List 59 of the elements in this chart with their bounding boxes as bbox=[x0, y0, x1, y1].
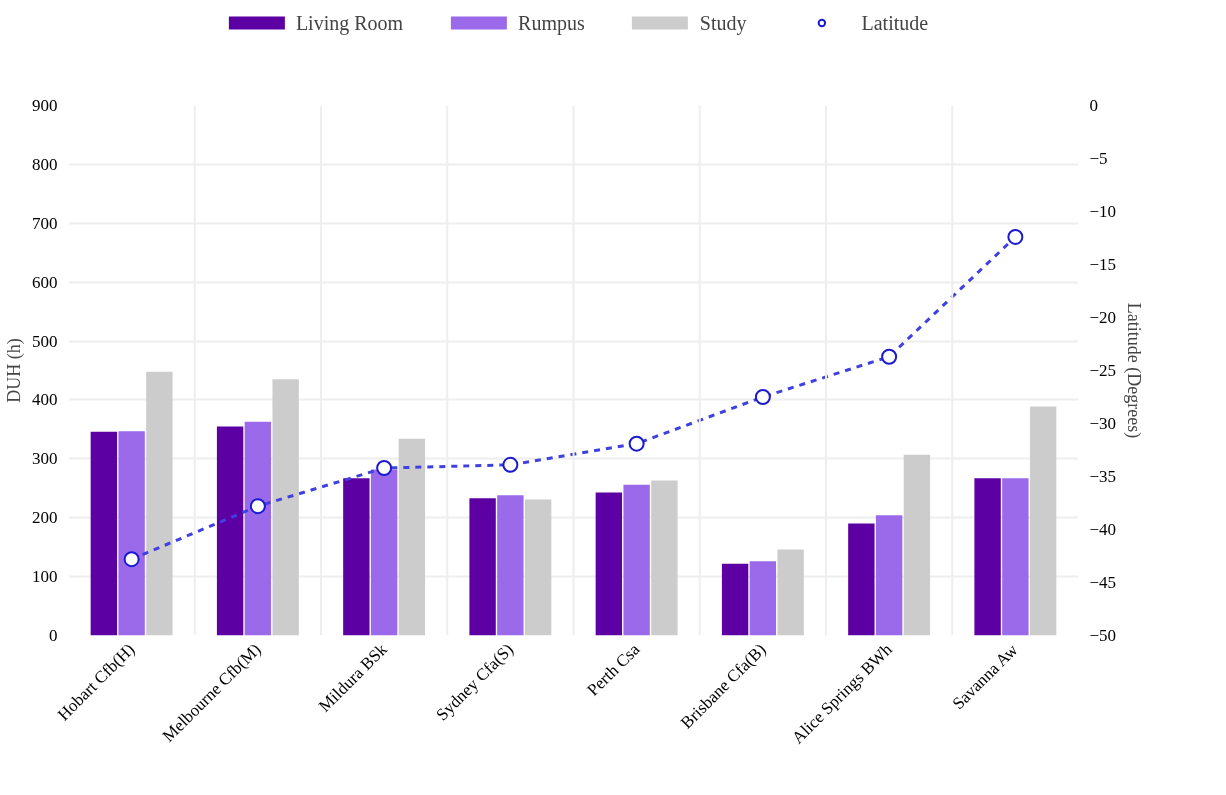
y-tick-label: 900 bbox=[32, 96, 58, 115]
bar bbox=[595, 492, 623, 636]
y2-tick-label: 0 bbox=[1089, 96, 1098, 115]
y2-tick-label: −10 bbox=[1089, 202, 1117, 221]
point bbox=[754, 389, 771, 405]
y-tick-label: 200 bbox=[32, 508, 58, 528]
y-tick-label: 700 bbox=[32, 213, 58, 233]
y-tick-label: 400 bbox=[32, 390, 58, 410]
y-tick-label: 500 bbox=[32, 331, 58, 351]
point bbox=[881, 348, 898, 365]
legend-label: Latitude bbox=[861, 11, 929, 34]
point bbox=[502, 456, 519, 473]
bar bbox=[244, 421, 272, 636]
point bbox=[249, 498, 266, 515]
bar bbox=[777, 549, 804, 636]
bar bbox=[974, 478, 1001, 636]
bar bbox=[1002, 478, 1029, 636]
y-tick-label: 600 bbox=[32, 272, 58, 292]
bar bbox=[497, 495, 524, 636]
bar bbox=[875, 515, 903, 636]
y2-tick-label: −40 bbox=[1089, 520, 1117, 539]
y2-tick-label: −15 bbox=[1089, 255, 1117, 274]
y-tick-label: 100 bbox=[32, 567, 58, 587]
y2-tick-label: −35 bbox=[1089, 467, 1117, 486]
y2-tick-label: −5 bbox=[1089, 149, 1108, 168]
bar bbox=[272, 379, 299, 636]
point bbox=[376, 460, 393, 477]
y2-axis-title: Latitude (Degrees) bbox=[1123, 302, 1145, 439]
point bbox=[123, 551, 140, 568]
y2-tick-label: −20 bbox=[1089, 308, 1117, 327]
bar bbox=[749, 561, 777, 636]
bar bbox=[1029, 406, 1057, 636]
y-axis-title: DUH (h) bbox=[4, 338, 25, 403]
legend-label: Living Room bbox=[295, 11, 404, 34]
point bbox=[1007, 228, 1024, 245]
bar bbox=[848, 523, 875, 636]
legend-label: Study bbox=[699, 11, 747, 34]
bar bbox=[903, 454, 931, 636]
bar bbox=[623, 484, 650, 636]
bar bbox=[469, 498, 496, 636]
y-tick-label: 300 bbox=[32, 449, 58, 469]
y2-tick-label: −50 bbox=[1089, 626, 1117, 645]
y-tick-label: 0 bbox=[49, 626, 58, 645]
y2-tick-label: −25 bbox=[1089, 361, 1117, 380]
bar bbox=[398, 438, 426, 636]
bar bbox=[118, 431, 145, 636]
point bbox=[628, 435, 645, 452]
bar bbox=[216, 426, 244, 636]
bar bbox=[146, 371, 173, 636]
y-tick-label: 800 bbox=[32, 154, 58, 174]
bar bbox=[524, 499, 552, 636]
y2-tick-label: −45 bbox=[1089, 573, 1117, 592]
bar bbox=[343, 478, 370, 636]
y2-tick-label: −30 bbox=[1089, 414, 1117, 433]
bar bbox=[90, 431, 118, 636]
bar bbox=[721, 563, 749, 636]
bar bbox=[651, 480, 678, 636]
legend-label: Rumpus bbox=[518, 11, 585, 34]
bar bbox=[370, 469, 398, 636]
